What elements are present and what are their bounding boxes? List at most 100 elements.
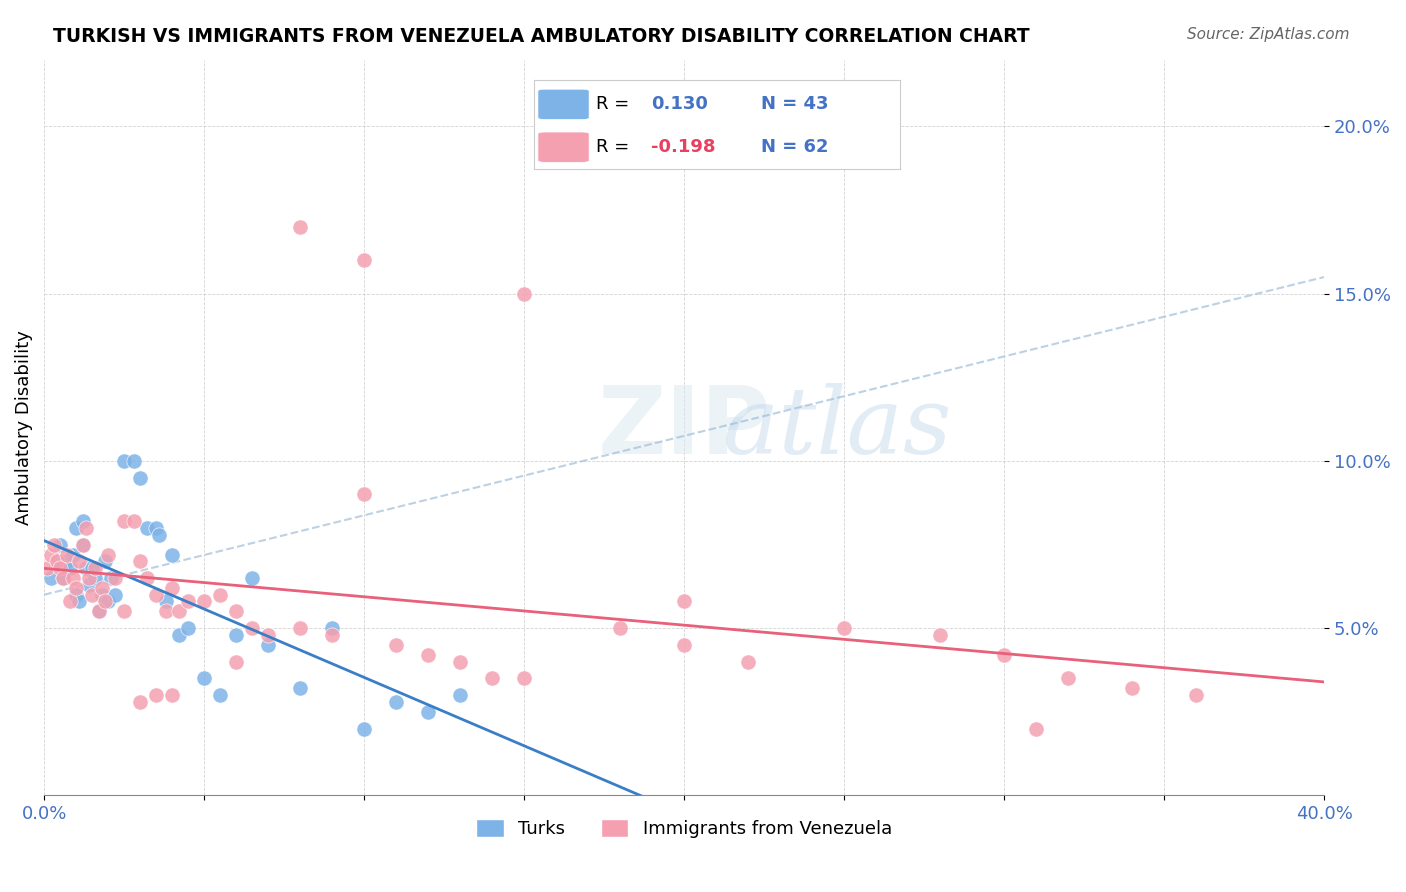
Point: [84, 561, 107, 575]
Text: -0.198: -0.198: [651, 138, 716, 156]
Point: [59, 561, 82, 575]
Point: [1057, 671, 1080, 685]
Point: [82, 561, 104, 575]
Point: [72, 514, 94, 528]
Point: [240, 621, 263, 635]
Point: [45, 554, 67, 568]
Point: [240, 571, 263, 585]
Point: [49, 537, 72, 551]
Point: [160, 581, 183, 595]
Point: [929, 628, 952, 642]
Point: [449, 655, 471, 669]
Point: [129, 471, 152, 485]
Point: [832, 621, 855, 635]
Point: [72, 537, 94, 551]
Point: [353, 722, 375, 736]
Text: 0.130: 0.130: [651, 95, 709, 113]
Point: [288, 219, 311, 234]
Point: [90, 588, 112, 602]
Point: [1185, 688, 1208, 702]
Point: [75, 521, 97, 535]
Point: [225, 604, 247, 618]
Point: [55, 548, 77, 562]
Point: [59, 594, 82, 608]
Point: [112, 604, 135, 618]
Text: R =: R =: [596, 95, 630, 113]
Point: [609, 621, 631, 635]
Point: [449, 688, 471, 702]
Point: [87, 604, 110, 618]
Point: [72, 537, 94, 551]
Point: [193, 671, 215, 685]
Text: Source: ZipAtlas.com: Source: ZipAtlas.com: [1187, 27, 1350, 42]
Point: [481, 671, 503, 685]
Point: [145, 521, 167, 535]
Point: [1121, 681, 1143, 696]
Point: [62, 548, 84, 562]
Text: atlas: atlas: [723, 383, 952, 473]
Point: [288, 621, 311, 635]
Point: [52, 571, 75, 585]
Point: [97, 548, 120, 562]
Text: R =: R =: [596, 138, 630, 156]
Point: [145, 688, 167, 702]
Point: [673, 638, 696, 652]
Point: [129, 695, 152, 709]
Point: [75, 561, 97, 575]
Point: [385, 695, 408, 709]
Point: [513, 671, 536, 685]
Text: ZIP: ZIP: [598, 382, 770, 474]
Point: [37, 561, 59, 575]
Point: [209, 688, 232, 702]
Point: [77, 571, 100, 585]
Point: [45, 554, 67, 568]
Point: [122, 514, 145, 528]
Point: [193, 594, 215, 608]
Point: [135, 521, 157, 535]
Point: [39, 571, 62, 585]
Point: [112, 454, 135, 468]
Point: [385, 638, 408, 652]
Point: [673, 594, 696, 608]
Point: [52, 571, 75, 585]
Point: [737, 655, 759, 669]
Point: [321, 628, 343, 642]
Point: [160, 548, 183, 562]
Point: [177, 621, 200, 635]
Point: [177, 594, 200, 608]
Point: [353, 253, 375, 268]
Point: [129, 554, 152, 568]
Point: [122, 454, 145, 468]
Point: [67, 594, 90, 608]
Point: [513, 286, 536, 301]
Point: [103, 588, 125, 602]
Point: [135, 571, 157, 585]
Point: [84, 571, 107, 585]
Point: [167, 604, 190, 618]
Point: [97, 594, 120, 608]
Point: [353, 487, 375, 501]
Point: [257, 638, 280, 652]
Point: [160, 688, 183, 702]
Point: [65, 521, 87, 535]
Point: [321, 621, 343, 635]
Point: [257, 628, 280, 642]
Text: N = 62: N = 62: [761, 138, 828, 156]
Point: [225, 628, 247, 642]
Y-axis label: Ambulatory Disability: Ambulatory Disability: [15, 330, 32, 524]
Point: [167, 628, 190, 642]
Point: [148, 527, 170, 541]
Point: [100, 571, 122, 585]
Point: [65, 588, 87, 602]
Point: [42, 537, 65, 551]
Point: [87, 604, 110, 618]
Point: [209, 588, 232, 602]
Point: [1025, 722, 1047, 736]
Text: N = 43: N = 43: [761, 95, 828, 113]
Point: [62, 571, 84, 585]
Point: [993, 648, 1015, 662]
Point: [155, 594, 177, 608]
Point: [49, 561, 72, 575]
Point: [94, 594, 117, 608]
FancyBboxPatch shape: [538, 89, 589, 120]
